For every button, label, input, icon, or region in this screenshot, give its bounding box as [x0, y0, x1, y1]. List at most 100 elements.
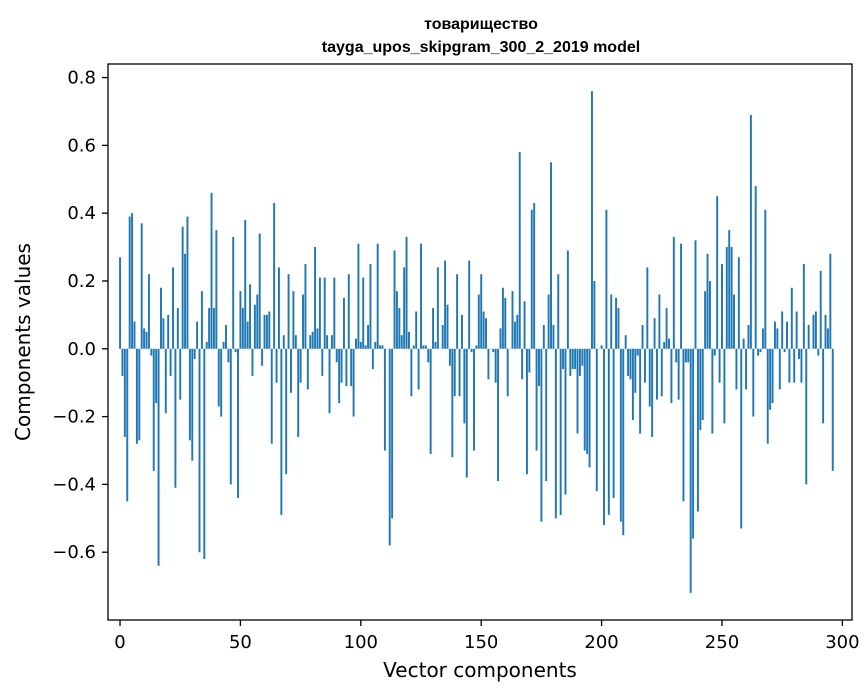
- bar-293: [824, 314, 827, 349]
- bar-222: [653, 318, 656, 349]
- bar-182: [557, 274, 560, 349]
- bar-73: [294, 335, 297, 349]
- bar-146: [470, 348, 473, 353]
- x-tick-label: 100: [344, 632, 378, 653]
- bar-244: [706, 253, 709, 349]
- bar-66: [277, 267, 280, 349]
- bar-99: [357, 243, 360, 349]
- bar-79: [309, 335, 312, 349]
- bar-23: [174, 348, 177, 488]
- bar-225: [660, 348, 663, 397]
- bar-246: [711, 348, 714, 434]
- bar-189: [574, 348, 577, 370]
- bar-216: [639, 348, 642, 434]
- bar-120: [408, 331, 410, 349]
- bar-48: [234, 348, 237, 353]
- bar-53: [246, 321, 249, 349]
- bar-122: [412, 345, 415, 349]
- bar-75: [299, 348, 302, 383]
- bar-35: [203, 348, 206, 559]
- bar-227: [665, 308, 668, 349]
- bar-43: [222, 342, 225, 349]
- bar-62: [268, 311, 271, 349]
- bar-153: [487, 348, 490, 380]
- bar-185: [564, 348, 567, 495]
- bar-251: [723, 348, 726, 424]
- bar-30: [191, 348, 194, 461]
- bar-190: [576, 348, 579, 434]
- bar-295: [829, 253, 832, 349]
- bar-255: [733, 294, 735, 349]
- bar-78: [306, 348, 309, 390]
- bar-262: [749, 114, 752, 349]
- bar-186: [566, 250, 569, 349]
- bar-226: [663, 342, 666, 349]
- bar-252: [725, 247, 728, 349]
- bar-141: [458, 348, 461, 397]
- bar-139: [453, 348, 456, 397]
- bar-22: [172, 267, 174, 349]
- bar-151: [482, 311, 485, 349]
- bar-121: [410, 348, 413, 397]
- bar-123: [415, 311, 418, 349]
- bar-204: [610, 294, 613, 349]
- bar-31: [193, 348, 196, 359]
- bar-71: [290, 348, 292, 393]
- bar-200: [600, 345, 603, 349]
- bar-128: [427, 348, 430, 363]
- bar-231: [675, 348, 678, 363]
- bar-180: [552, 325, 555, 349]
- chart-title: товарищество: [424, 16, 538, 33]
- bar-18: [162, 318, 165, 349]
- bar-144: [465, 348, 468, 478]
- bar-76: [302, 294, 304, 349]
- x-tick-label: 0: [114, 632, 125, 653]
- bar-161: [506, 348, 509, 397]
- bar-87: [328, 348, 331, 414]
- bar-166: [518, 152, 521, 349]
- bar-2: [123, 348, 126, 437]
- bar-61: [265, 314, 268, 349]
- bar-157: [497, 348, 500, 481]
- bar-218: [643, 348, 646, 383]
- bar-229: [670, 348, 673, 404]
- bar-261: [747, 325, 750, 349]
- bar-21: [169, 348, 172, 376]
- bar-197: [593, 280, 596, 349]
- bar-172: [533, 203, 536, 349]
- bar-263: [752, 348, 755, 417]
- bar-276: [783, 348, 786, 353]
- bar-138: [451, 348, 454, 458]
- bar-25: [179, 348, 182, 400]
- y-tick-label: −0.6: [52, 542, 96, 563]
- bar-27: [184, 253, 187, 349]
- bar-201: [603, 348, 605, 526]
- bar-56: [253, 304, 256, 349]
- bar-223: [656, 348, 658, 400]
- x-axis: 0 50 100 150 200 250 300: [114, 620, 860, 653]
- bar-9: [140, 223, 143, 349]
- bar-36: [205, 342, 208, 349]
- bar-238: [692, 348, 695, 539]
- bar-1: [121, 348, 124, 376]
- bar-203: [607, 348, 610, 515]
- x-tick-label: 150: [464, 632, 498, 653]
- bar-15: [155, 348, 158, 404]
- bar-113: [391, 348, 394, 519]
- bar-243: [704, 291, 707, 349]
- bar-45: [227, 348, 230, 363]
- bar-14: [152, 348, 155, 471]
- bar-108: [379, 345, 382, 349]
- bar-209: [622, 348, 625, 536]
- bar-292: [822, 348, 825, 424]
- bar-117: [400, 335, 403, 349]
- bar-96: [350, 348, 353, 387]
- bar-10: [143, 328, 146, 349]
- bar-84: [321, 348, 324, 376]
- bar-269: [766, 348, 769, 444]
- bar-132: [436, 267, 439, 349]
- bar-90: [335, 348, 338, 363]
- bar-102: [364, 345, 367, 349]
- bar-272: [773, 321, 776, 349]
- bar-8: [138, 348, 141, 441]
